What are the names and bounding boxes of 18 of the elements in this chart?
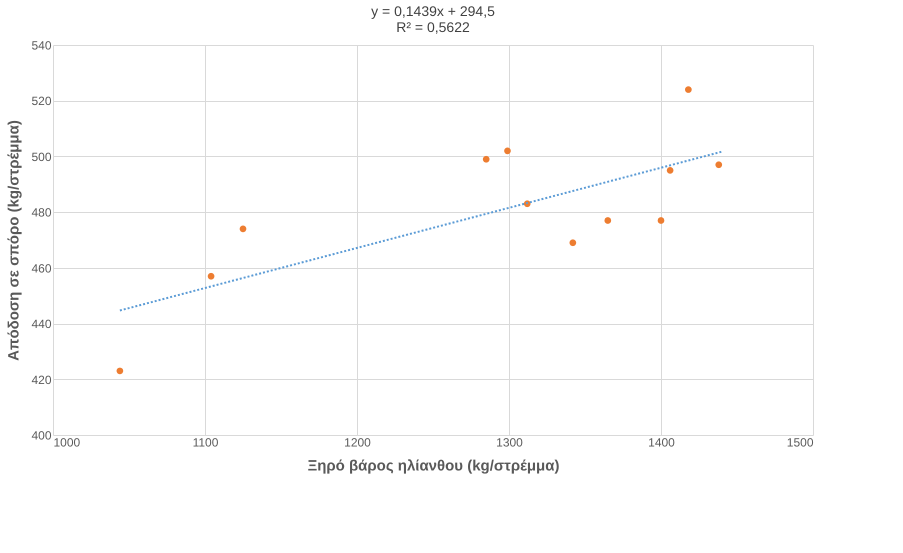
y-tick-label: 460: [31, 261, 52, 276]
y-tick-label: 520: [31, 94, 52, 108]
text: R² = 0,5622: [396, 19, 470, 35]
y-tick-label: 400: [31, 428, 52, 442]
y-tick-label: 420: [31, 372, 52, 387]
y-tick-label: 500: [31, 150, 52, 164]
x-tick-label: 1000: [54, 436, 81, 450]
text: y = 0,1439x + 294,5: [371, 3, 496, 19]
x-tick-label: 1400: [648, 436, 676, 450]
x-tick-label: 1200: [344, 436, 372, 450]
y-tick-label: 540: [31, 38, 52, 52]
x-tick-label: 1500: [786, 436, 814, 450]
y-tick-label: 440: [31, 317, 52, 332]
y-axis-title: Απόδοση σε σπόρο (kg/στρέμμα): [5, 120, 22, 361]
x-axis-title: Ξηρό βάρος ηλίανθου (kg/στρέμμα): [308, 458, 560, 474]
x-tick-label: 1300: [496, 436, 524, 450]
y-tick-label: 480: [31, 206, 52, 220]
x-tick-label: 1100: [192, 436, 219, 450]
